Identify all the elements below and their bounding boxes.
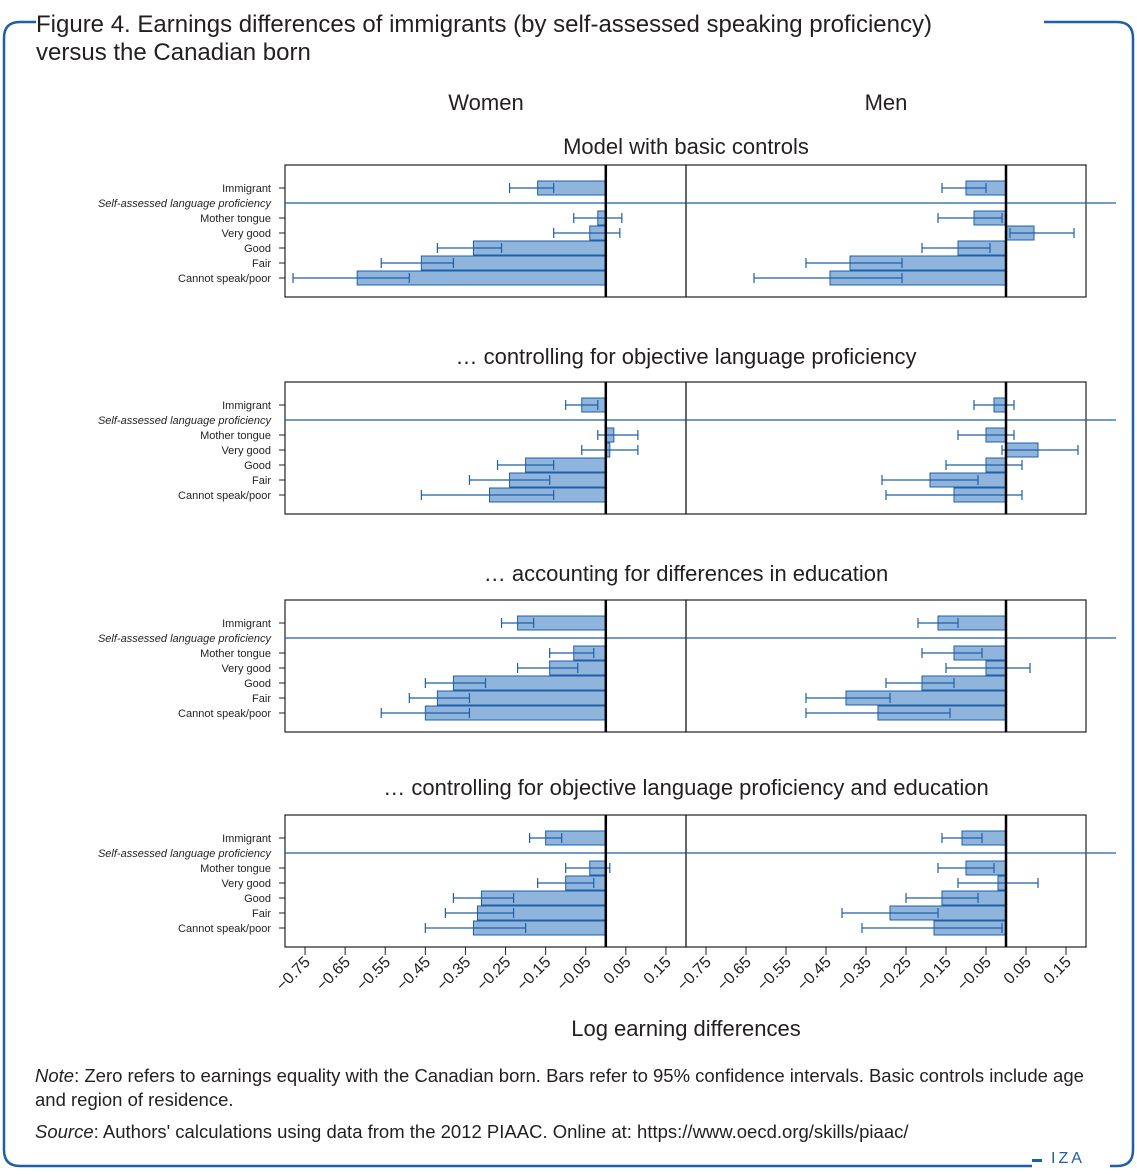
row-label: Cannot speak/poor [178,490,271,502]
row-label: Mother tongue [200,213,271,225]
x-tick-label: −0.35 [434,954,475,995]
row-label: Fair [252,475,271,487]
panel-frame [685,164,1087,298]
row-label: Immigrant [222,400,271,412]
note-text: : Zero refers to earnings equality with … [35,1065,1084,1110]
x-tick-label: −0.15 [914,954,955,995]
x-tick-label: 0.15 [641,954,675,988]
source: Source: Authors' calculations using data… [35,1120,1115,1144]
x-tick-label: −0.65 [714,954,755,995]
panel-frame [685,599,1087,733]
row-label: Fair [252,693,271,705]
row-label: Very good [221,878,271,890]
column-title-men: Men [865,90,908,115]
row-label: Immigrant [222,833,271,845]
iza-logo: IZA [1048,1150,1088,1168]
row-label: Cannot speak/poor [178,923,271,935]
row-label-header: Self-assessed language proficiency [98,848,273,860]
panel-frame [685,814,1087,948]
x-tick-label: −0.15 [514,954,555,995]
row-label: Mother tongue [200,863,271,875]
x-tick-label: −0.25 [474,954,515,995]
x-tick-label: −0.45 [794,954,835,995]
x-tick-label: −0.55 [353,954,394,995]
row-label: Fair [252,908,271,920]
column-title-women: Women [448,90,523,115]
row-label-header: Self-assessed language proficiency [98,198,273,210]
panel-title: Model with basic controls [563,134,809,159]
x-tick-label: 0.15 [1041,954,1075,988]
x-tick-label: −0.25 [874,954,915,995]
title-line2: versus the Canadian born [36,39,311,66]
note: Note: Zero refers to earnings equality w… [35,1064,1115,1112]
row-label: Very good [221,445,271,457]
panel-frame [284,381,687,515]
note-label: Note [35,1065,75,1086]
x-tick-label: −0.35 [834,954,875,995]
panel-title: … controlling for objective language pro… [455,344,916,369]
row-label: Mother tongue [200,430,271,442]
row-label-header: Self-assessed language proficiency [98,415,273,427]
panel-title: … controlling for objective language pro… [383,775,988,800]
row-label: Immigrant [222,183,271,195]
row-label: Good [244,678,271,690]
source-text: : Authors' calculations using data from … [93,1121,909,1142]
row-label: Cannot speak/poor [178,273,271,285]
row-label: Very good [221,663,271,675]
row-label: Immigrant [222,618,271,630]
x-tick-label: −0.65 [313,954,354,995]
x-tick-label: 0.05 [1001,954,1035,988]
x-axis-label: Log earning differences [571,1016,801,1041]
panel-title: … accounting for differences in educatio… [484,561,888,586]
panel-frame [685,381,1087,515]
row-label: Very good [221,228,271,240]
row-label-header: Self-assessed language proficiency [98,633,273,645]
figure-title: Figure 4. Earnings differences of immigr… [36,11,1044,67]
x-tick-label: −0.55 [754,954,795,995]
x-tick-label: 0.05 [601,954,635,988]
x-tick-label: −0.05 [954,954,995,995]
x-tick-label: −0.75 [674,954,715,995]
row-label: Good [244,893,271,905]
row-label: Mother tongue [200,648,271,660]
row-label: Cannot speak/poor [178,708,271,720]
row-label: Good [244,460,271,472]
title-line1: Figure 4. Earnings differences of immigr… [36,11,938,39]
logo-bar [1032,1159,1042,1162]
row-label: Fair [252,258,271,270]
x-tick-label: −0.45 [394,954,435,995]
source-label: Source [35,1121,94,1142]
x-tick-label: −0.75 [273,954,314,995]
row-label: Good [244,243,271,255]
x-tick-label: −0.05 [554,954,595,995]
